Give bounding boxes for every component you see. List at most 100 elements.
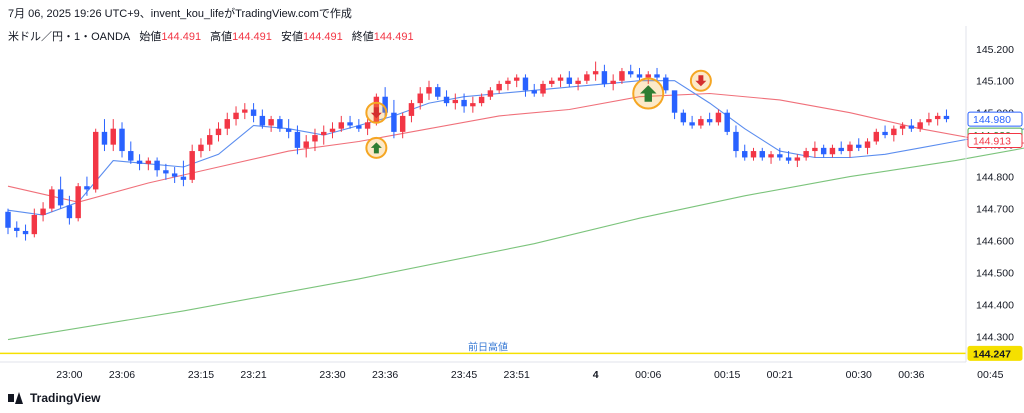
price-axis[interactable]: 145.200145.100145.000144.900144.800144.7… [965, 26, 1023, 362]
candle [698, 115, 704, 129]
candle-body [496, 83, 502, 91]
candle [224, 112, 230, 136]
candle [768, 151, 774, 164]
candle [619, 67, 625, 84]
price-tag-label: 144.913 [973, 136, 1011, 148]
candle-body [145, 160, 152, 164]
candle [627, 64, 634, 78]
candle [847, 141, 853, 158]
candle [838, 141, 844, 155]
candle [417, 87, 423, 110]
candle-body [233, 112, 239, 120]
candle-body [487, 90, 494, 97]
candle-body [119, 128, 125, 152]
candle-body [531, 90, 537, 94]
candle-body [882, 131, 888, 136]
close-label: 終値 [351, 31, 374, 43]
candle-body [864, 141, 871, 148]
candle [663, 74, 669, 94]
candle-body [663, 77, 669, 91]
low-value: 144.491 [302, 31, 343, 43]
candle [549, 77, 555, 88]
candle [31, 208, 38, 238]
candle [443, 90, 450, 107]
candle-body [619, 71, 625, 81]
candle-body [627, 71, 634, 75]
signal-markers [365, 69, 712, 159]
price-tick-label: 144.600 [976, 236, 1014, 248]
candle-body [49, 189, 55, 209]
chart-header: 7月 06, 2025 19:26 UTC+9、invent_kou_lifeが… [8, 8, 352, 20]
candle-body [207, 135, 213, 145]
candle [40, 202, 46, 222]
candle-body [592, 71, 599, 75]
candle [128, 141, 134, 164]
price-tick-label: 144.700 [976, 204, 1014, 216]
candle-body [750, 151, 757, 158]
candle-body [40, 208, 46, 215]
candle [680, 109, 687, 126]
candle-body [312, 135, 318, 142]
tradingview-logo-icon [8, 392, 24, 404]
candle-body [777, 154, 783, 158]
candle-body [338, 122, 345, 129]
sell-signal-marker [689, 69, 712, 92]
candle [742, 144, 748, 161]
candle [777, 147, 783, 161]
open-value: 144.491 [161, 31, 202, 43]
candle [180, 160, 187, 187]
price-tag: 144.247 [967, 345, 1023, 361]
candlesticks [5, 61, 950, 241]
candle-body [198, 144, 204, 152]
candle-body [759, 151, 765, 158]
price-tick-label: 145.100 [976, 76, 1014, 88]
candle [706, 112, 713, 126]
candle-body [768, 154, 774, 158]
candle-body [803, 151, 809, 158]
candle-body [14, 227, 20, 231]
candle [391, 99, 397, 139]
candle [452, 93, 459, 110]
candle-body [522, 77, 529, 91]
candle-body [426, 87, 432, 94]
candle [189, 144, 195, 184]
candle-body [57, 189, 64, 206]
candle [277, 115, 283, 132]
candle [891, 125, 897, 142]
candle [794, 154, 801, 168]
candle [101, 119, 108, 152]
price-tag-box [967, 133, 1023, 149]
candle-body [584, 74, 590, 81]
price-tag: 144.913 [967, 133, 1023, 149]
candle-body [277, 119, 283, 129]
time-tick-label: 23:06 [109, 369, 135, 381]
time-axis[interactable]: 23:00 23:06 23:15 23:21 23:30 23:36 23:45 23:51… [0, 361, 1024, 381]
candle [312, 128, 318, 152]
arrow-up-icon [370, 142, 382, 154]
candle-body [742, 151, 748, 158]
candle-body [908, 125, 915, 129]
candle [943, 109, 950, 123]
candle-body [92, 131, 99, 190]
candle [259, 109, 266, 129]
candle [899, 122, 906, 136]
candle-body [224, 119, 230, 129]
open-label: 始値 [139, 31, 162, 43]
candle [250, 103, 257, 123]
candle [750, 147, 757, 161]
close-value: 144.491 [373, 31, 414, 43]
candle [233, 106, 239, 126]
arrow-up-icon [640, 85, 657, 102]
candle-body [540, 83, 546, 94]
time-tick-label: 00:21 [767, 369, 793, 381]
candle-body [478, 96, 485, 104]
candle-body [399, 115, 406, 132]
ma-slow-line [7, 147, 1024, 341]
candle-body [110, 128, 116, 145]
candle-body [215, 128, 222, 136]
candle [908, 119, 915, 132]
candle-body [873, 131, 880, 142]
symbol-label[interactable]: 米ドル／円・1・OANDA [8, 31, 131, 43]
candle [75, 183, 81, 222]
